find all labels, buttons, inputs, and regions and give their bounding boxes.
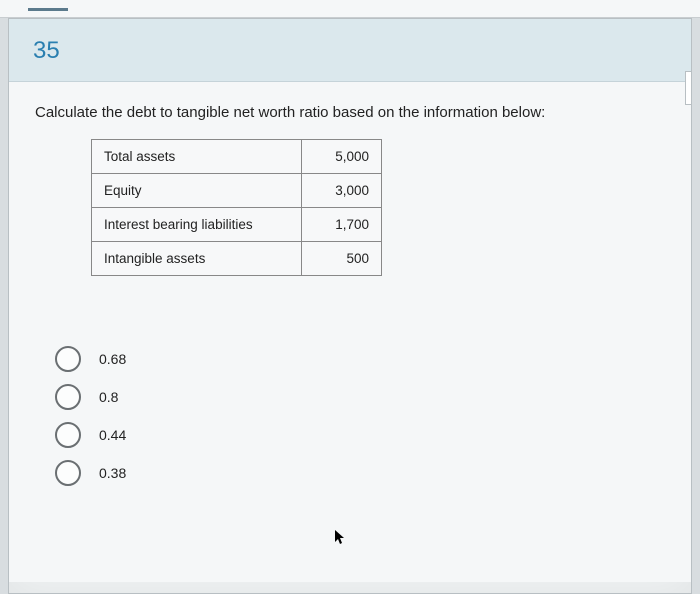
option-b[interactable]: 0.8	[55, 384, 665, 410]
option-c[interactable]: 0.44	[55, 422, 665, 448]
radio-icon	[55, 422, 81, 448]
table-value: 500	[302, 242, 382, 276]
data-table: Total assets 5,000 Equity 3,000 Interest…	[91, 139, 382, 276]
browser-top-bar	[0, 0, 700, 18]
table-value: 3,000	[302, 174, 382, 208]
quiz-frame: 35 Calculate the debt to tangible net wo…	[8, 18, 692, 594]
question-header: 35	[9, 19, 691, 82]
table-row: Equity 3,000	[92, 174, 382, 208]
table-value: 5,000	[302, 140, 382, 174]
table-label: Total assets	[92, 140, 302, 174]
table-label: Intangible assets	[92, 242, 302, 276]
table-row: Interest bearing liabilities 1,700	[92, 208, 382, 242]
radio-icon	[55, 460, 81, 486]
answer-options: 0.68 0.8 0.44 0.38	[55, 346, 665, 486]
table-label: Interest bearing liabilities	[92, 208, 302, 242]
question-body: Calculate the debt to tangible net worth…	[9, 82, 691, 582]
radio-icon	[55, 384, 81, 410]
option-a[interactable]: 0.68	[55, 346, 665, 372]
side-nav-button[interactable]	[685, 71, 691, 105]
option-label: 0.8	[99, 389, 118, 405]
option-label: 0.44	[99, 427, 126, 443]
option-label: 0.68	[99, 351, 126, 367]
question-number: 35	[33, 37, 667, 65]
table-row: Total assets 5,000	[92, 140, 382, 174]
option-d[interactable]: 0.38	[55, 460, 665, 486]
question-prompt: Calculate the debt to tangible net worth…	[35, 104, 665, 121]
table-label: Equity	[92, 174, 302, 208]
table-value: 1,700	[302, 208, 382, 242]
table-row: Intangible assets 500	[92, 242, 382, 276]
radio-icon	[55, 346, 81, 372]
option-label: 0.38	[99, 465, 126, 481]
